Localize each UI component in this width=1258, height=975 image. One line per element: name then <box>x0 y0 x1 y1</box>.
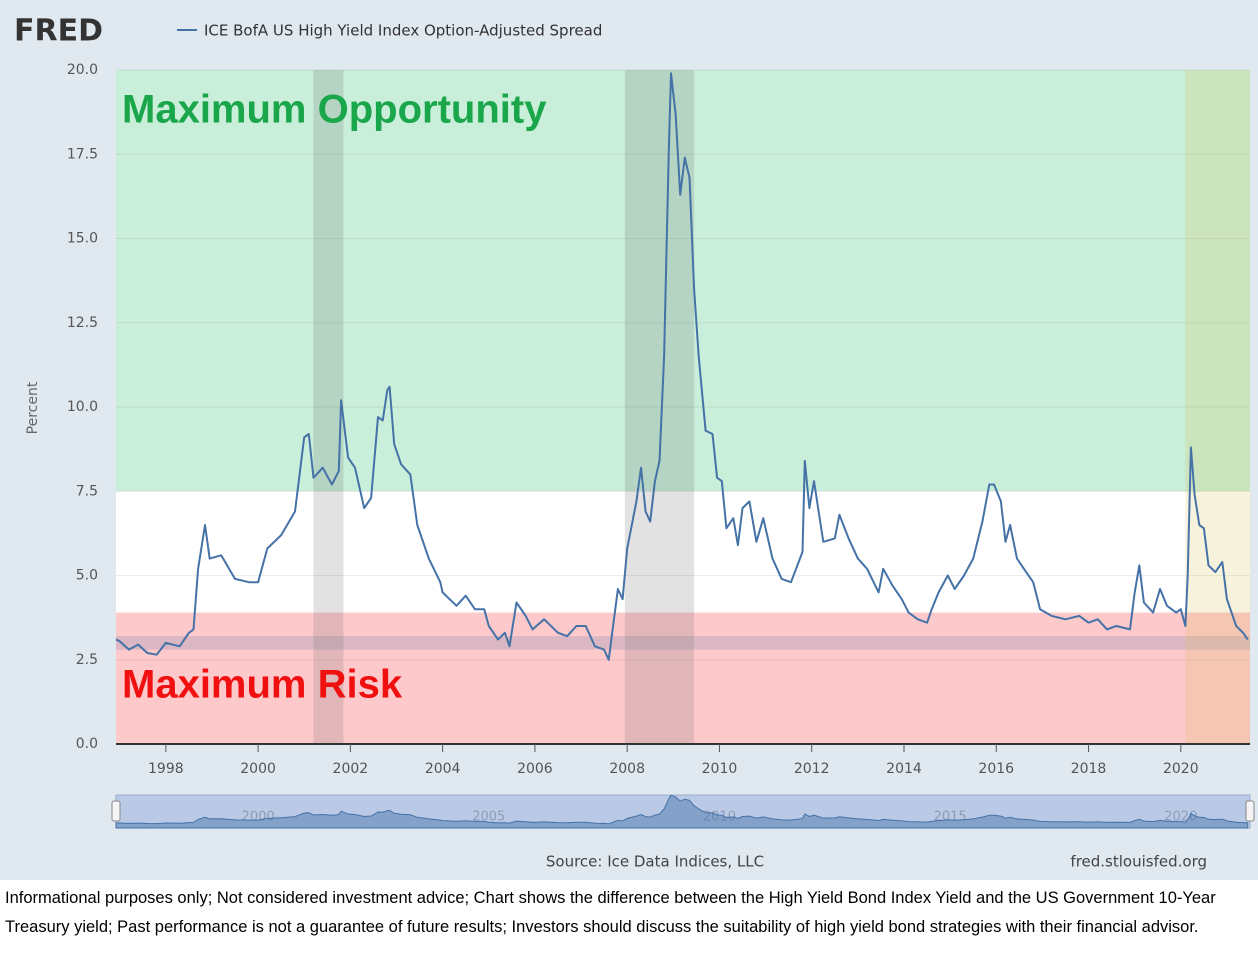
zone <box>116 70 1250 492</box>
y-tick-label: 5.0 <box>76 568 98 584</box>
y-tick-label: 15.0 <box>67 231 98 247</box>
x-tick-label: 2010 <box>702 761 738 777</box>
zone-label: Maximum Opportunity <box>122 88 547 132</box>
x-tick-label: 2000 <box>240 761 276 777</box>
legend-label: ICE BofA US High Yield Index Option-Adju… <box>204 22 602 40</box>
navigator-handle[interactable] <box>111 800 121 822</box>
x-tick-label: 2020 <box>1163 761 1199 777</box>
x-tick-label: 1998 <box>148 761 184 777</box>
source: Source: Ice Data Indices, LLC <box>546 853 764 871</box>
shaded-period <box>1185 70 1250 744</box>
x-tick-label: 2018 <box>1071 761 1107 777</box>
series-line <box>115 72 1249 661</box>
x-tick-label: 2012 <box>794 761 830 777</box>
zone-label: Maximum Risk <box>122 663 403 707</box>
navigator-handle[interactable] <box>1245 800 1255 822</box>
footnote: Informational purposes only; Not conside… <box>5 889 1216 936</box>
reference-band <box>116 636 1250 650</box>
site: fred.stlouisfed.org <box>1070 853 1207 871</box>
navigator-label: 2005 <box>472 810 505 825</box>
x-tick-label: 2006 <box>517 761 553 777</box>
x-tick-label: 2002 <box>333 761 369 777</box>
navigator-label: 2000 <box>242 810 275 825</box>
navigator-area <box>115 794 1249 829</box>
y-tick-label: 2.5 <box>76 652 98 668</box>
y-tick-label: 0.0 <box>76 736 98 752</box>
navigator-label: 2020 <box>1164 810 1197 825</box>
brand-logo: FRED <box>14 14 103 49</box>
x-tick-label: 2014 <box>886 761 922 777</box>
y-tick-label: 7.5 <box>76 483 98 499</box>
zone <box>116 612 1250 744</box>
chart: FRED ICE BofA US High Yield Index Option… <box>14 14 1255 871</box>
y-tick-label: 17.5 <box>67 146 98 162</box>
y-tick-label: 12.5 <box>67 315 98 331</box>
y-axis-label: Percent <box>25 381 41 434</box>
x-tick-label: 2016 <box>978 761 1014 777</box>
y-tick-label: 20.0 <box>67 62 98 78</box>
shaded-period <box>313 70 344 744</box>
x-tick-label: 2008 <box>609 761 645 777</box>
y-tick-label: 10.0 <box>67 399 98 415</box>
x-tick-label: 2004 <box>425 761 461 777</box>
